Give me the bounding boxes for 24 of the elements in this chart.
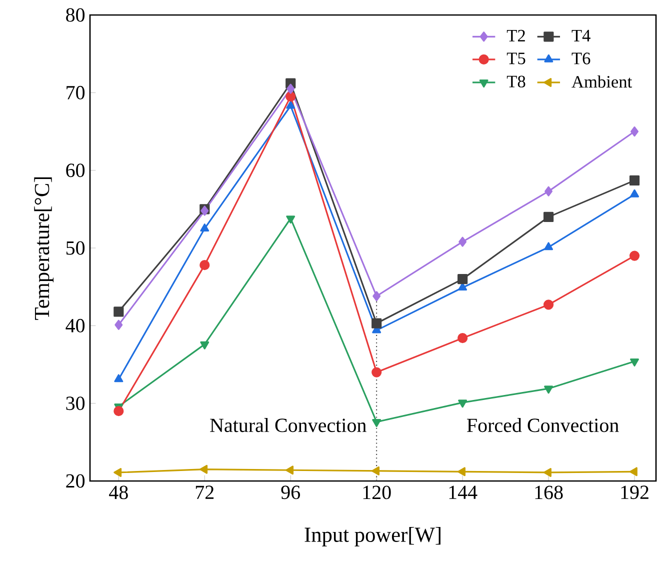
- x-tick-label: 168: [535, 486, 563, 500]
- annotation: Forced Convection: [467, 418, 619, 432]
- y-tick-label: 40: [66, 318, 85, 332]
- y-axis-title: Temperature[°C]: [34, 177, 54, 320]
- legend-label: T2: [506, 30, 525, 42]
- x-tick-label: 72: [196, 486, 214, 499]
- y-tick-label: 60: [66, 164, 85, 178]
- x-tick-label: 96: [281, 486, 300, 500]
- x-tick-label: 120: [363, 486, 391, 500]
- y-tick-label: 80: [66, 8, 85, 22]
- legend-label: T8: [506, 76, 526, 88]
- annotation: Natural Convection: [210, 418, 366, 432]
- x-tick-label: 48: [109, 486, 128, 500]
- legend-label: T6: [572, 52, 590, 64]
- x-axis-title: Input power[W]: [304, 526, 440, 546]
- y-tick-label: 30: [66, 396, 85, 410]
- x-tick-label: 192: [621, 486, 648, 500]
- y-tick-label: 50: [66, 241, 85, 255]
- y-tick-label: 20: [66, 474, 85, 488]
- legend-label: T4: [572, 30, 590, 42]
- x-tick-label: 144: [449, 486, 478, 499]
- legend-label: T5: [506, 52, 526, 64]
- y-tick-label: 70: [66, 86, 85, 100]
- legend-label: Ambient: [572, 75, 632, 88]
